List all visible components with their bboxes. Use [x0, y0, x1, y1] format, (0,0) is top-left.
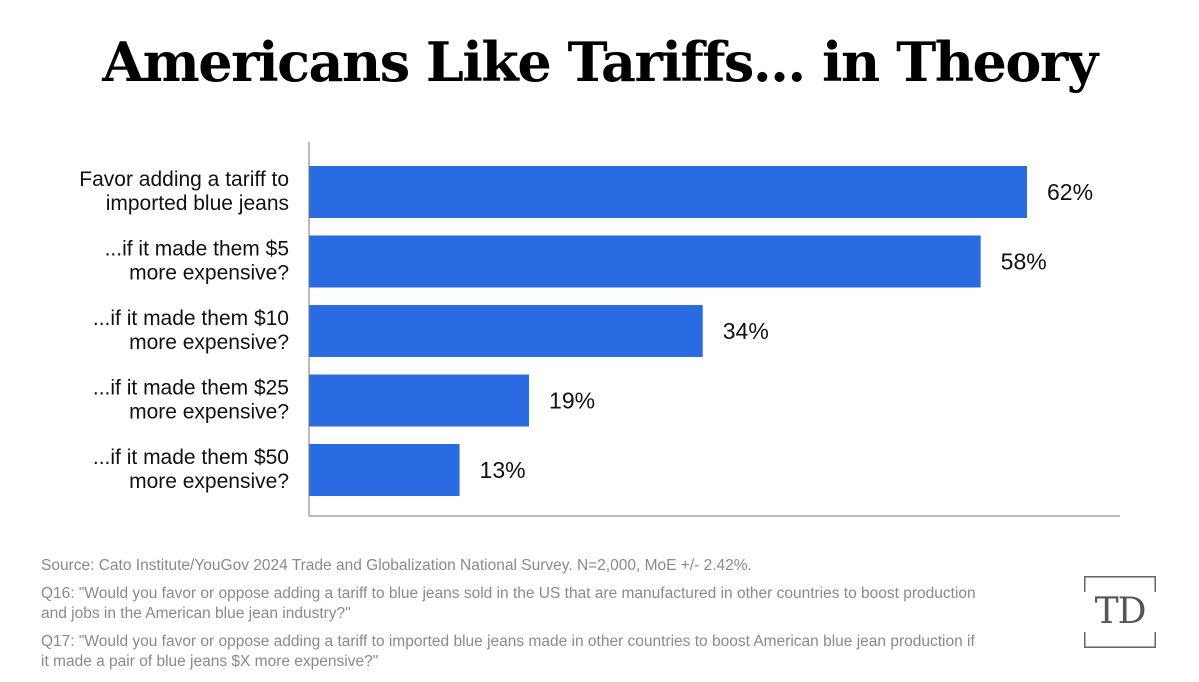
value-label-4: 13% [480, 457, 526, 483]
category-label-2-line-0: ...if it made them $10 [93, 307, 289, 330]
bar-4 [309, 444, 460, 496]
bar-2 [309, 305, 703, 357]
bar-0 [309, 166, 1027, 218]
category-label-3-line-0: ...if it made them $25 [93, 377, 289, 400]
source-note: Source: Cato Institute/YouGov 2024 Trade… [41, 557, 752, 574]
category-label-0-line-1: imported blue jeans [106, 192, 289, 215]
category-label-2-line-1: more expensive? [129, 331, 289, 354]
question-16-note: Q16: "Would you favor or oppose adding a… [41, 585, 976, 622]
bar-3 [309, 374, 530, 427]
category-label-1-line-1: more expensive? [129, 262, 289, 285]
logo-text: TD [1094, 591, 1147, 632]
chart-title: Americans Like Tariffs... in Theory [102, 30, 1098, 94]
bar-1 [309, 235, 981, 288]
category-label-1-line-0: ...if it made them $5 [105, 238, 289, 261]
category-label-0-line-0: Favor adding a tariff to [79, 168, 289, 191]
category-label-4-line-1: more expensive? [129, 470, 289, 493]
category-label-3-line-1: more expensive? [129, 401, 289, 424]
value-label-2: 34% [723, 318, 769, 344]
category-label-4-line-0: ...if it made them $50 [93, 446, 289, 469]
value-label-0: 62% [1047, 179, 1093, 205]
value-label-1: 58% [1001, 249, 1047, 275]
value-label-3: 19% [549, 388, 595, 414]
question-17-note: Q17: "Would you favor or oppose adding a… [41, 633, 975, 670]
td-logo: TD [1084, 576, 1156, 648]
